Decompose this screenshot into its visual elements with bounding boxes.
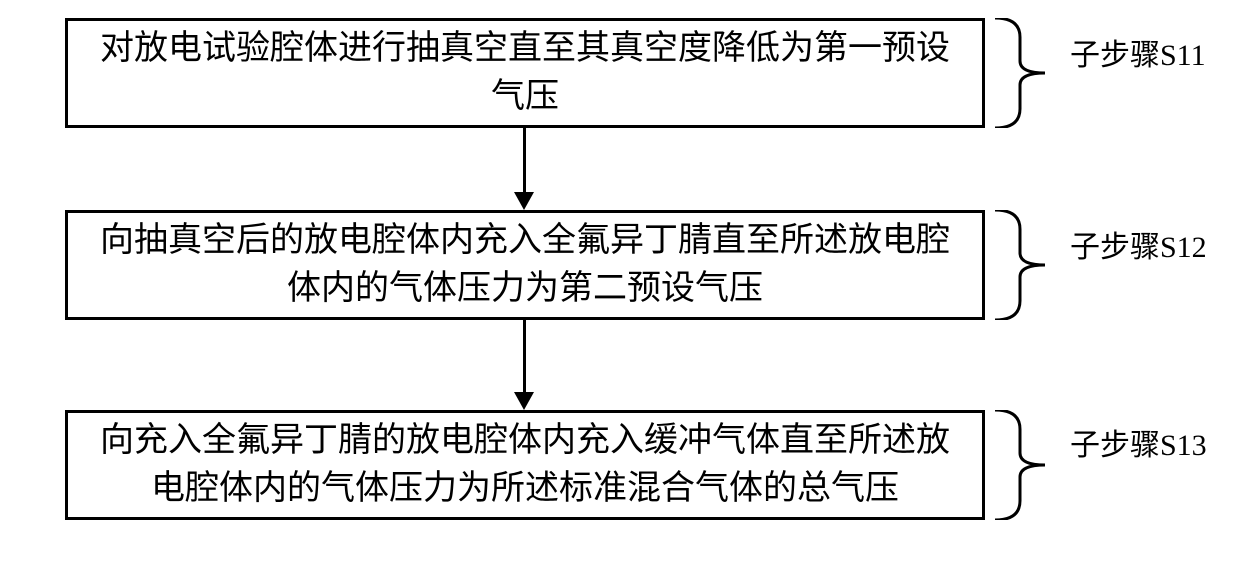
step-text: 对放电试验腔体进行抽真空直至其真空度降低为第一预设气压 — [88, 25, 962, 120]
step-box-s12: 向抽真空后的放电腔体内充入全氟异丁腈直至所述放电腔体内的气体压力为第二预设气压 — [65, 210, 985, 320]
step-box-s11: 对放电试验腔体进行抽真空直至其真空度降低为第一预设气压 — [65, 18, 985, 128]
step-label-s11: 子步骤S11 — [1070, 30, 1206, 74]
arrow-head-s11-s12 — [514, 192, 534, 210]
step-label-s12: 子步骤S12 — [1070, 222, 1207, 266]
arrow-head-s12-s13 — [514, 392, 534, 410]
flowchart-canvas: 对放电试验腔体进行抽真空直至其真空度降低为第一预设气压 子步骤S11 向抽真空后的放… — [0, 0, 1240, 566]
step-text: 向充入全氟异丁腈的放电腔体内充入缓冲气体直至所述放电腔体内的气体压力为所述标准混… — [88, 417, 962, 512]
step-label-s13: 子步骤S13 — [1070, 420, 1207, 464]
arrow-s11-s12 — [523, 128, 526, 192]
step-text: 向抽真空后的放电腔体内充入全氟异丁腈直至所述放电腔体内的气体压力为第二预设气压 — [88, 217, 962, 312]
step-box-s13: 向充入全氟异丁腈的放电腔体内充入缓冲气体直至所述放电腔体内的气体压力为所述标准混… — [65, 410, 985, 520]
arrow-s12-s13 — [523, 320, 526, 392]
